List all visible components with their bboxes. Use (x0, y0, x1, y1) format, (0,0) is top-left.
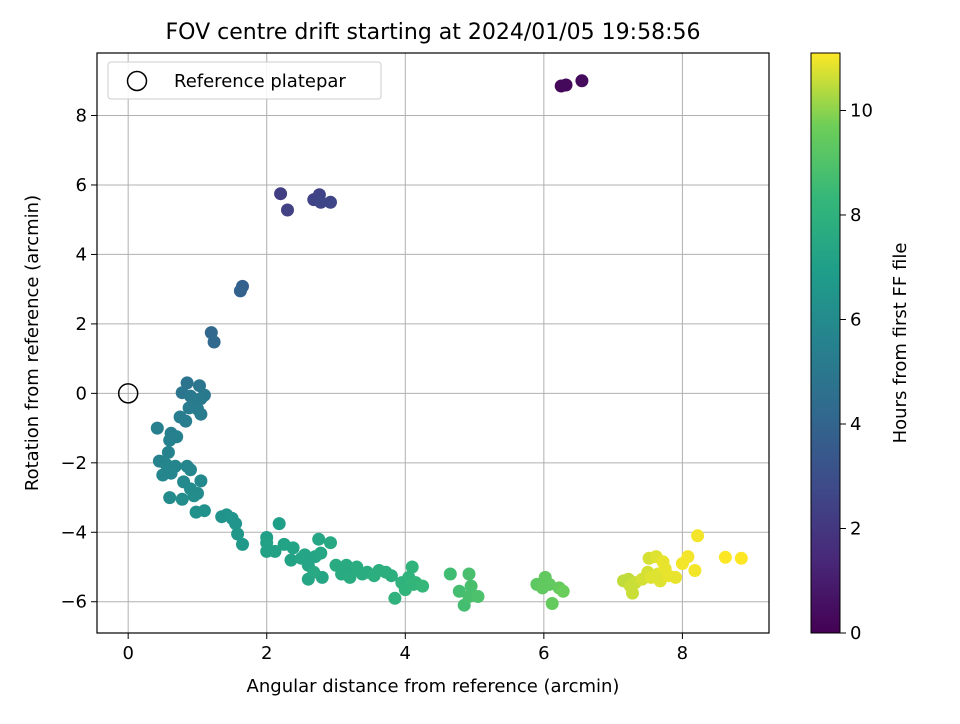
x-axis-ticks: 0 2 4 6 8 (122, 633, 688, 664)
data-point (281, 203, 294, 217)
legend-box (107, 61, 382, 100)
data-point (150, 421, 164, 435)
colorbar-label: Hours from first FF file (890, 243, 911, 444)
chart-title: FOV centre drift starting at 2024/01/05 … (166, 20, 701, 45)
data-point (556, 584, 570, 598)
data-point (443, 567, 457, 581)
data-point (464, 579, 478, 593)
x-tick-label: 4 (400, 643, 411, 664)
data-point (416, 579, 430, 593)
data-point (314, 546, 328, 560)
y-tick-label: −6 (60, 592, 87, 613)
x-axis-label: Angular distance from reference (arcmin) (247, 676, 620, 697)
colorbar: 0 2 4 6 8 10 Hours from first FF file (810, 52, 911, 644)
data-point (231, 527, 245, 541)
data-point (462, 567, 476, 581)
data-point (194, 407, 208, 421)
data-point (189, 505, 203, 519)
data-point (187, 489, 201, 503)
data-point (175, 492, 189, 506)
data-point (233, 284, 247, 298)
data-point (274, 187, 288, 201)
y-axis-label: Rotation from reference (arcmin) (22, 195, 43, 491)
data-point (184, 463, 197, 477)
grid-lines (97, 53, 769, 633)
colorbar-tick-label: 8 (850, 205, 861, 226)
plot-frame (96, 52, 770, 634)
data-point (307, 565, 321, 579)
reference-platepar-marker (117, 383, 139, 404)
data-point (669, 570, 682, 584)
data-point (462, 590, 476, 603)
colorbar-tick-label: 4 (850, 414, 861, 435)
data-point (272, 517, 286, 531)
data-point (626, 586, 639, 600)
data-point (324, 536, 337, 550)
y-tick-label: 8 (76, 106, 87, 127)
data-point (156, 468, 170, 482)
data-point (384, 569, 398, 583)
x-tick-label: 6 (538, 643, 549, 664)
data-point (343, 570, 357, 584)
colorbar-ticks: 0 2 4 6 8 10 (840, 100, 873, 644)
y-tick-label: 2 (76, 314, 87, 335)
data-point (405, 560, 419, 574)
data-point (179, 414, 193, 428)
data-point (452, 584, 466, 598)
data-point (236, 537, 249, 551)
data-point (194, 474, 208, 488)
data-point (298, 548, 312, 562)
data-point (559, 78, 573, 92)
data-point (388, 591, 402, 605)
legend-label: Reference platepar (174, 71, 346, 92)
colorbar-tick-label: 2 (850, 518, 861, 539)
data-point (718, 550, 732, 564)
data-point (691, 529, 705, 543)
colorbar-tick-label: 6 (850, 309, 861, 330)
colorbar-tick-label: 0 (850, 623, 861, 644)
legend-marker-open-circle (126, 70, 148, 92)
data-point (180, 376, 194, 390)
x-tick-label: 8 (677, 643, 688, 664)
data-point (312, 532, 326, 546)
y-tick-label: 6 (76, 175, 87, 196)
data-point (286, 541, 300, 555)
data-point (207, 335, 221, 349)
data-point (163, 491, 177, 505)
y-tick-label: 0 (76, 383, 87, 404)
data-points (150, 74, 748, 612)
data-point (229, 517, 243, 531)
legend: Reference platepar (107, 61, 382, 100)
colorbar-gradient (810, 52, 841, 634)
data-point (688, 564, 702, 577)
data-point (681, 550, 695, 564)
y-tick-label: −4 (60, 522, 87, 543)
data-point (545, 597, 559, 610)
reference-marker-layer (117, 383, 139, 404)
y-tick-label: 4 (76, 244, 87, 265)
data-point (471, 590, 485, 603)
data-point (161, 445, 175, 459)
x-tick-label: 0 (122, 643, 133, 664)
data-point (284, 553, 298, 567)
data-point (575, 74, 589, 88)
y-axis-ticks: −6 −4 −2 0 2 4 6 8 (60, 106, 97, 613)
colorbar-tick-label: 10 (850, 100, 873, 121)
data-point (163, 433, 177, 447)
data-point (268, 544, 282, 558)
data-point (314, 195, 328, 209)
data-point (324, 195, 337, 209)
x-tick-label: 2 (261, 643, 272, 664)
data-point (734, 551, 748, 565)
y-tick-label: −2 (60, 453, 87, 474)
data-point (182, 401, 196, 415)
